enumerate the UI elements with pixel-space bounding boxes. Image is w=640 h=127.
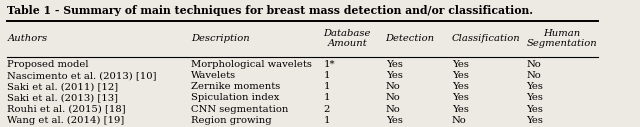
Text: Zernike moments: Zernike moments [191, 82, 280, 91]
Text: 1: 1 [324, 93, 330, 102]
Text: CNN segmentation: CNN segmentation [191, 105, 289, 114]
Text: No: No [386, 82, 401, 91]
Text: Nascimento et al. (2013) [10]: Nascimento et al. (2013) [10] [8, 71, 157, 80]
Text: Yes: Yes [452, 71, 468, 80]
Text: Description: Description [191, 34, 250, 43]
Text: Wavelets: Wavelets [191, 71, 236, 80]
Text: Yes: Yes [527, 93, 543, 102]
Text: Yes: Yes [452, 105, 468, 114]
Text: Table 1 - Summary of main techniques for breast mass detection and/or classifica: Table 1 - Summary of main techniques for… [8, 5, 533, 16]
Text: No: No [527, 71, 541, 80]
Text: Detection: Detection [386, 34, 435, 43]
Text: Yes: Yes [386, 116, 403, 125]
Text: No: No [386, 93, 401, 102]
Text: Saki et al. (2011) [12]: Saki et al. (2011) [12] [8, 82, 118, 91]
Text: Yes: Yes [386, 60, 403, 69]
Text: No: No [527, 60, 541, 69]
Text: 1: 1 [324, 82, 330, 91]
Text: Spiculation index: Spiculation index [191, 93, 280, 102]
Text: Region growing: Region growing [191, 116, 272, 125]
Text: Saki et al. (2013) [13]: Saki et al. (2013) [13] [8, 93, 118, 102]
Text: Yes: Yes [527, 116, 543, 125]
Text: 1: 1 [324, 71, 330, 80]
Text: Classification: Classification [452, 34, 520, 43]
Text: Proposed model: Proposed model [8, 60, 89, 69]
Text: No: No [452, 116, 467, 125]
Text: Human
Segmentation: Human Segmentation [527, 29, 597, 48]
Text: Authors: Authors [8, 34, 47, 43]
Text: 2: 2 [324, 105, 330, 114]
Text: Rouhi et al. (2015) [18]: Rouhi et al. (2015) [18] [8, 105, 126, 114]
Text: Database
Amount: Database Amount [324, 29, 371, 48]
Text: Yes: Yes [527, 82, 543, 91]
Text: Yes: Yes [452, 82, 468, 91]
Text: Yes: Yes [452, 60, 468, 69]
Text: Yes: Yes [452, 93, 468, 102]
Text: Wang et al. (2014) [19]: Wang et al. (2014) [19] [8, 116, 125, 125]
Text: Morphological wavelets: Morphological wavelets [191, 60, 312, 69]
Text: No: No [386, 105, 401, 114]
Text: Yes: Yes [386, 71, 403, 80]
Text: 1*: 1* [324, 60, 335, 69]
Text: Yes: Yes [527, 105, 543, 114]
Text: 1: 1 [324, 116, 330, 125]
